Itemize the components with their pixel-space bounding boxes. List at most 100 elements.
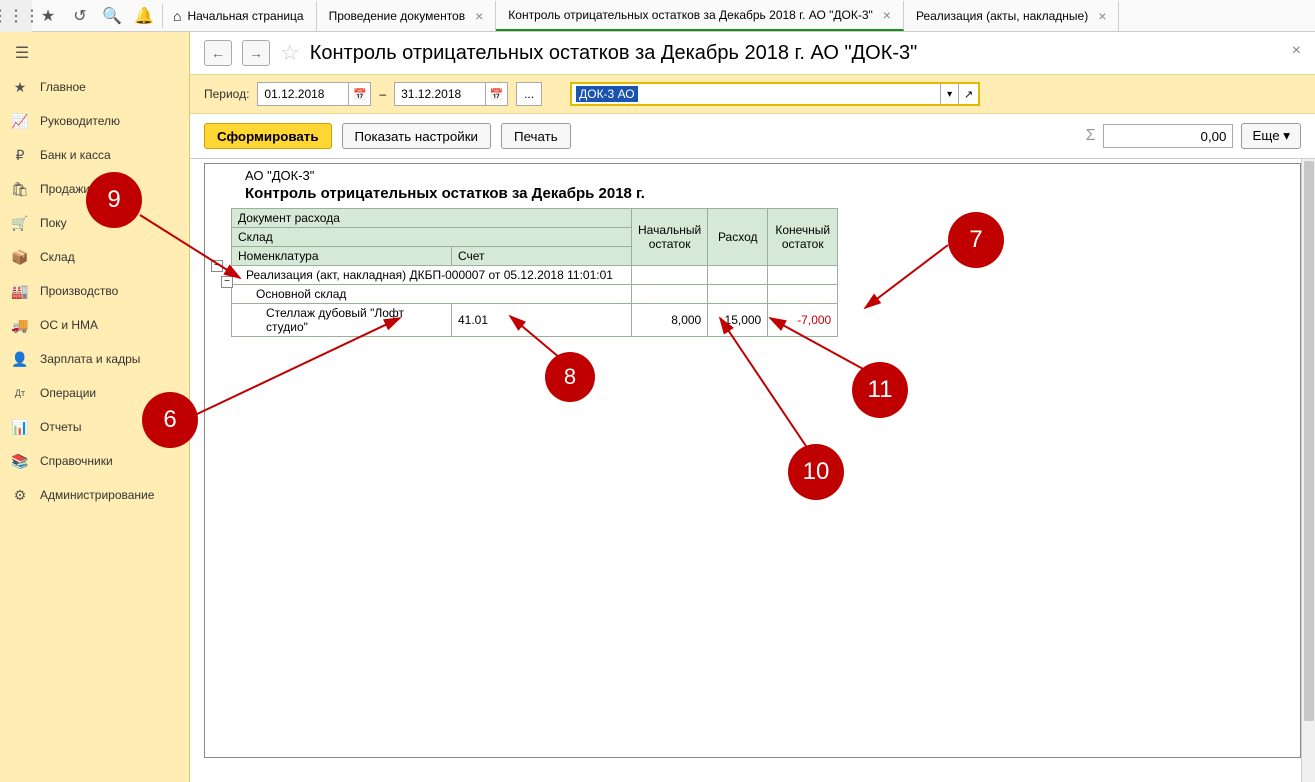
chart-icon: 📈 (10, 113, 30, 130)
box-icon: 📦 (10, 249, 30, 266)
item-end-cell: -7,000 (768, 304, 838, 337)
books-icon: 📚 (10, 453, 30, 470)
sidebar-item-label: Продажи (40, 182, 90, 196)
sidebar-item-reports[interactable]: 📊 Отчеты (0, 410, 189, 444)
bell-icon[interactable]: 🔔 (128, 0, 160, 32)
sidebar-item-warehouse[interactable]: 📦 Склад (0, 240, 189, 274)
col-nomen: Номенклатура (232, 247, 452, 266)
table-row[interactable]: Реализация (акт, накладная) ДКБП-000007 … (232, 266, 838, 285)
report-table: Документ расхода Начальный остаток Расхо… (231, 208, 838, 337)
sidebar-item-main[interactable]: ★ Главное (0, 70, 189, 104)
sidebar-item-label: Операции (40, 386, 96, 400)
show-settings-button[interactable]: Показать настройки (342, 123, 491, 149)
col-start: Начальный остаток (632, 209, 708, 266)
sidebar-item-label: Руководителю (40, 114, 120, 128)
chevron-down-icon[interactable]: ▾ (940, 83, 958, 105)
sidebar-item-label: Отчеты (40, 420, 81, 434)
sidebar-item-manager[interactable]: 📈 Руководителю (0, 104, 189, 138)
tree-collapse-icon[interactable]: − (221, 276, 233, 288)
form-button[interactable]: Сформировать (204, 123, 332, 149)
tab-label: Проведение документов (329, 9, 466, 23)
org-value: ДОК-3 АО (576, 86, 638, 102)
doc-cell: Реализация (акт, накладная) ДКБП-000007 … (232, 266, 632, 285)
bag-icon: 🛍 (10, 181, 30, 198)
forward-button[interactable]: → (242, 40, 270, 66)
sidebar-item-production[interactable]: 🏭Производство (0, 274, 189, 308)
scrollbar[interactable] (1301, 159, 1315, 782)
close-icon[interactable]: × (1098, 8, 1106, 24)
date-from-field[interactable]: 📅 (257, 82, 371, 106)
back-button[interactable]: ← (204, 40, 232, 66)
item-account-cell: 41.01 (452, 304, 632, 337)
col-expense: Расход (708, 209, 768, 266)
close-icon[interactable]: × (475, 8, 483, 24)
warehouse-cell: Основной склад (232, 285, 632, 304)
sidebar-item-label: Справочники (40, 454, 113, 468)
menu-icon[interactable]: ☰ (10, 41, 34, 65)
sidebar-item-label: Банк и касса (40, 148, 111, 162)
open-icon[interactable]: ↗ (958, 83, 978, 105)
star-icon: ★ (10, 79, 30, 96)
bars-icon: 📊 (10, 419, 30, 436)
report-org: АО "ДОК-3" (245, 168, 1260, 183)
sidebar-item-operations[interactable]: Дт Операции (0, 376, 189, 410)
apps-icon[interactable]: ⋮⋮⋮ (0, 0, 32, 32)
sidebar-item-label: Производство (40, 284, 118, 298)
period-select-button[interactable]: ... (516, 82, 542, 106)
sum-input[interactable] (1103, 124, 1233, 148)
tab-home[interactable]: ⌂ Начальная страница (165, 1, 317, 31)
tab-control[interactable]: Контроль отрицательных остатков за Декаб… (496, 1, 904, 31)
page-title: Контроль отрицательных остатков за Декаб… (310, 42, 918, 65)
col-end: Конечный остаток (768, 209, 838, 266)
tab-realization[interactable]: Реализация (акты, накладные) × (904, 1, 1119, 31)
tree-collapse-icon[interactable]: − (211, 260, 223, 272)
favorite-icon[interactable]: ☆ (280, 40, 300, 66)
close-icon[interactable]: × (1292, 42, 1301, 60)
sidebar-item-label: Администрирование (40, 488, 154, 502)
calendar-icon[interactable]: 📅 (348, 83, 370, 105)
sidebar-item-label: Зарплата и кадры (40, 352, 140, 366)
dtkt-icon: Дт (10, 388, 30, 398)
table-row[interactable]: Стеллаж дубовый "Лофт студио" 41.01 8,00… (232, 304, 838, 337)
sidebar-item-salary[interactable]: 👤 Зарплата и кадры (0, 342, 189, 376)
filter-bar: Период: 📅 – 📅 ... ДОК-3 АО ▾ ↗ (190, 74, 1315, 114)
star-icon[interactable]: ★ (32, 0, 64, 32)
report-area: АО "ДОК-3" Контроль отрицательных остатк… (190, 158, 1315, 782)
dash: – (379, 87, 386, 101)
truck-icon: 🚚 (10, 317, 30, 334)
date-to-input[interactable] (395, 87, 485, 101)
sidebar-item-admin[interactable]: ⚙ Администрирование (0, 478, 189, 512)
period-label: Период: (204, 87, 249, 101)
sidebar-item-label: ОС и НМА (40, 318, 98, 332)
report-title: Контроль отрицательных остатков за Декаб… (245, 185, 1260, 202)
history-icon[interactable]: ↺ (64, 0, 96, 32)
more-button[interactable]: Еще ▾ (1241, 123, 1301, 149)
sidebar-item-assets[interactable]: 🚚 ОС и НМА (0, 308, 189, 342)
item-expense-cell: 15,000 (708, 304, 768, 337)
home-icon: ⌂ (173, 8, 181, 24)
col-warehouse: Склад (232, 228, 632, 247)
table-row[interactable]: Основной склад (232, 285, 838, 304)
close-icon[interactable]: × (883, 7, 891, 23)
sidebar: ☰ ★ Главное 📈 Руководителю ₽ Банк и касса 🛍… (0, 32, 190, 782)
person-icon: 👤 (10, 351, 30, 368)
calendar-icon[interactable]: 📅 (485, 83, 507, 105)
ruble-icon: ₽ (10, 147, 30, 164)
cart-icon: 🛒 (10, 215, 30, 232)
gear-icon: ⚙ (10, 487, 30, 504)
sidebar-item-label: Склад (40, 250, 75, 264)
sidebar-item-purchases[interactable]: 🛒Поку (0, 206, 189, 240)
date-to-field[interactable]: 📅 (394, 82, 508, 106)
print-button[interactable]: Печать (501, 123, 571, 149)
sidebar-item-bank[interactable]: ₽ Банк и касса (0, 138, 189, 172)
tab-label: Начальная страница (187, 9, 303, 23)
sidebar-item-directories[interactable]: 📚 Справочники (0, 444, 189, 478)
col-doc: Документ расхода (232, 209, 632, 228)
organization-field[interactable]: ДОК-3 АО ▾ ↗ (570, 82, 980, 106)
tab-documents[interactable]: Проведение документов × (317, 1, 497, 31)
search-icon[interactable]: 🔍 (96, 0, 128, 32)
sidebar-item-sales[interactable]: 🛍 Продажи (0, 172, 189, 206)
tabs: ⌂ Начальная страница Проведение документ… (165, 0, 1315, 32)
date-from-input[interactable] (258, 87, 348, 101)
sidebar-item-label: Главное (40, 80, 86, 94)
